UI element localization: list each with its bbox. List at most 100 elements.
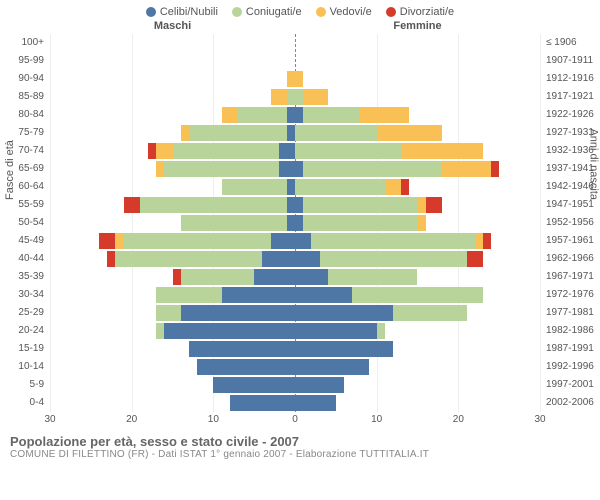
male-bar xyxy=(0,269,295,285)
bar-segment xyxy=(303,89,328,105)
legend-item: Coniugati/e xyxy=(232,6,302,18)
bar-segment xyxy=(181,269,255,285)
bar-segment xyxy=(295,233,311,249)
bar-segment xyxy=(352,287,483,303)
legend-label: Coniugati/e xyxy=(246,6,302,18)
bar-segment xyxy=(213,377,295,393)
age-row: 25-291977-1981 xyxy=(50,304,540,322)
legend-item: Celibi/Nubili xyxy=(146,6,218,18)
female-bar xyxy=(295,251,600,267)
bar-segment xyxy=(295,143,401,159)
bar-segment xyxy=(230,395,295,411)
male-bar xyxy=(0,215,295,231)
bar-segment xyxy=(287,107,295,123)
female-bar xyxy=(295,125,600,141)
female-bar xyxy=(295,179,600,195)
bar-segment xyxy=(156,323,164,339)
bar-segment xyxy=(295,269,328,285)
female-bar xyxy=(295,197,600,213)
male-bar xyxy=(0,35,295,51)
bar-segment xyxy=(295,359,369,375)
age-row: 60-641942-1946 xyxy=(50,178,540,196)
age-row: 5-91997-2001 xyxy=(50,376,540,394)
bar-segment xyxy=(417,215,425,231)
bar-segment xyxy=(401,143,483,159)
bar-segment xyxy=(311,233,474,249)
male-bar xyxy=(0,341,295,357)
legend-label: Vedovi/e xyxy=(330,6,372,18)
bar-segment xyxy=(328,269,418,285)
bar-segment xyxy=(181,125,189,141)
female-bar xyxy=(295,161,600,177)
x-tick: 30 xyxy=(534,414,545,425)
bar-segment xyxy=(475,233,483,249)
bar-segment xyxy=(222,107,238,123)
female-bar xyxy=(295,233,600,249)
male-bar xyxy=(0,107,295,123)
female-bar xyxy=(295,359,600,375)
bar-segment xyxy=(124,197,140,213)
bar-segment xyxy=(287,197,295,213)
age-row: 100+≤ 1906 xyxy=(50,34,540,52)
legend-swatch xyxy=(146,7,156,17)
bar-segment xyxy=(271,89,287,105)
bar-segment xyxy=(303,161,442,177)
age-row: 55-591947-1951 xyxy=(50,196,540,214)
male-bar xyxy=(0,179,295,195)
bar-segment xyxy=(222,179,287,195)
bar-segment xyxy=(442,161,491,177)
age-row: 10-141992-1996 xyxy=(50,358,540,376)
bar-segment xyxy=(491,161,499,177)
male-bar xyxy=(0,323,295,339)
bar-segment xyxy=(262,251,295,267)
bar-segment xyxy=(483,233,491,249)
female-bar xyxy=(295,143,600,159)
chart-area: 100+≤ 190695-991907-191190-941912-191685… xyxy=(50,34,540,412)
female-bar xyxy=(295,287,600,303)
bar-segment xyxy=(181,305,295,321)
x-tick: 10 xyxy=(208,414,219,425)
x-tick: 20 xyxy=(126,414,137,425)
bar-segment xyxy=(148,143,156,159)
bar-segment xyxy=(107,251,115,267)
bar-segment xyxy=(295,179,385,195)
bar-segment xyxy=(303,215,417,231)
bar-segment xyxy=(156,161,164,177)
age-row: 75-791927-1931 xyxy=(50,124,540,142)
x-tick: 20 xyxy=(453,414,464,425)
female-bar xyxy=(295,269,600,285)
male-bar xyxy=(0,71,295,87)
legend-swatch xyxy=(316,7,326,17)
male-bar xyxy=(0,251,295,267)
header-female: Femmine xyxy=(295,20,540,32)
age-row: 65-691937-1941 xyxy=(50,160,540,178)
legend-item: Vedovi/e xyxy=(316,6,372,18)
legend-swatch xyxy=(386,7,396,17)
bar-segment xyxy=(164,161,278,177)
bar-segment xyxy=(295,215,303,231)
female-bar xyxy=(295,341,600,357)
female-bar xyxy=(295,107,600,123)
x-axis: 3020100102030 xyxy=(50,414,540,428)
age-row: 50-541952-1956 xyxy=(50,214,540,232)
gender-headers: Maschi Femmine xyxy=(0,20,600,34)
bar-segment xyxy=(295,395,336,411)
female-bar xyxy=(295,377,600,393)
bar-segment xyxy=(189,125,287,141)
female-bar xyxy=(295,395,600,411)
bar-segment xyxy=(385,179,401,195)
x-tick: 0 xyxy=(292,414,298,425)
female-bar xyxy=(295,305,600,321)
bar-segment xyxy=(295,287,352,303)
male-bar xyxy=(0,359,295,375)
bar-segment xyxy=(287,179,295,195)
male-bar xyxy=(0,197,295,213)
bar-segment xyxy=(303,107,360,123)
female-bar xyxy=(295,35,600,51)
bar-segment xyxy=(377,323,385,339)
bar-segment xyxy=(417,197,425,213)
bar-segment xyxy=(295,251,320,267)
bar-segment xyxy=(295,89,303,105)
male-bar xyxy=(0,395,295,411)
female-bar xyxy=(295,215,600,231)
